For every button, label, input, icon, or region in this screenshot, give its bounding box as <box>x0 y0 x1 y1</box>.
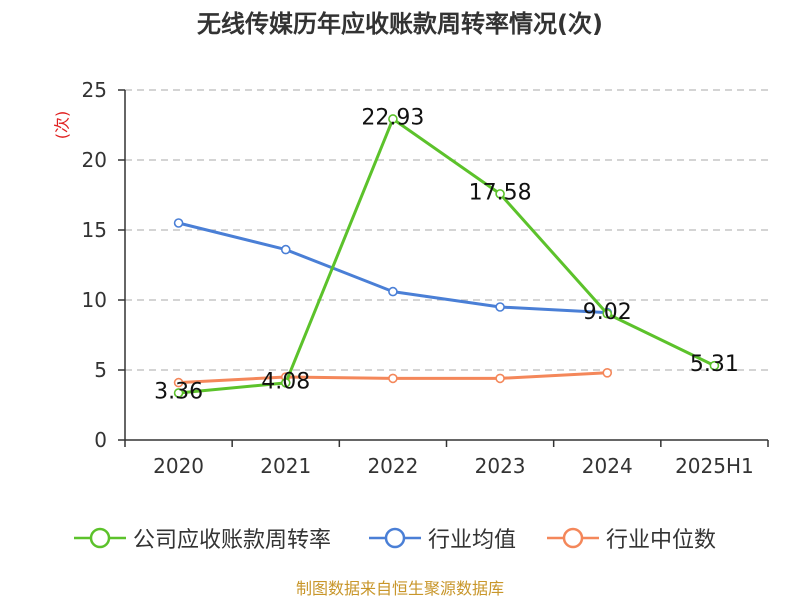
y-tick-label: 15 <box>82 218 107 242</box>
x-tick-label: 2023 <box>475 454 526 478</box>
x-tick-label: 2025H1 <box>675 454 754 478</box>
data-label: 5.31 <box>690 352 739 377</box>
y-tick-label: 10 <box>82 288 107 312</box>
data-label: 17.58 <box>469 180 532 205</box>
data-point <box>280 378 291 388</box>
source-note: 制图数据来自恒生聚源数据库 <box>295 579 504 598</box>
x-tick-label: 2024 <box>582 454 633 478</box>
legend-marker-orange <box>547 527 599 549</box>
data-labels: 3.36 4.08 22.93 17.58 9.02 5.31 <box>154 105 739 404</box>
legend: 公司应收账款周转率 行业均值 行业中位数 <box>0 522 800 554</box>
y-tick-label: 20 <box>82 148 107 172</box>
data-point <box>173 218 184 228</box>
series-line-1 <box>178 221 608 315</box>
legend-item-company-turnover[interactable]: 公司应收账款周转率 <box>74 522 331 554</box>
legend-label: 行业均值 <box>428 528 517 553</box>
data-point <box>709 360 720 371</box>
y-axis-ticks: 0 5 10 15 20 25 <box>82 78 125 452</box>
legend-item-industry-mean[interactable]: 行业均值 <box>369 522 516 554</box>
legend-label: 行业中位数 <box>606 528 717 553</box>
data-point <box>173 388 184 398</box>
data-point <box>495 373 505 384</box>
data-point <box>495 302 505 312</box>
data-label: 9.02 <box>583 300 632 325</box>
data-point <box>280 244 291 255</box>
chart-title: 无线传媒历年应收账款周转率情况(次) <box>197 10 603 38</box>
data-point <box>388 286 398 297</box>
x-tick-label: 2021 <box>260 454 311 478</box>
x-tick-label: 2020 <box>153 454 204 478</box>
data-point <box>602 367 613 378</box>
y-tick-label: 25 <box>82 78 107 102</box>
grid-lines <box>125 89 768 371</box>
data-label: 22.93 <box>361 105 424 130</box>
series-lines <box>173 114 720 398</box>
x-axis-ticks: 2020 2021 2022 2023 2024 2025H1 <box>124 440 769 478</box>
series-line-0 <box>178 117 716 395</box>
data-label: 4.08 <box>261 369 310 394</box>
y-tick-label: 0 <box>94 428 107 452</box>
data-point <box>388 114 398 124</box>
data-point <box>495 189 505 199</box>
legend-marker-green <box>74 527 126 549</box>
data-point <box>388 373 398 384</box>
y-tick-label: 5 <box>94 358 107 382</box>
legend-label: 公司应收账款周转率 <box>133 528 332 553</box>
data-point <box>173 377 184 388</box>
legend-item-industry-median[interactable]: 行业中位数 <box>547 522 716 554</box>
data-point <box>602 308 613 319</box>
legend-marker-blue <box>369 527 421 549</box>
data-label: 3.36 <box>154 379 203 404</box>
x-tick-label: 2022 <box>367 454 418 478</box>
y-axis-label: (次) <box>53 111 72 140</box>
